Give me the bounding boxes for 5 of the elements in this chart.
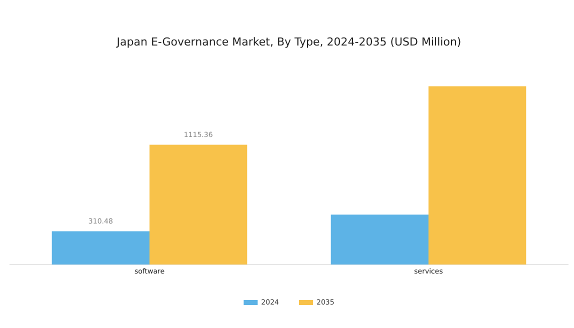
bar	[428, 86, 526, 265]
bar	[52, 231, 150, 265]
chart-title: Japan E-Governance Market, By Type, 2024-2035 (USD Million)	[116, 35, 462, 48]
bar	[150, 144, 248, 265]
bar	[330, 214, 428, 265]
